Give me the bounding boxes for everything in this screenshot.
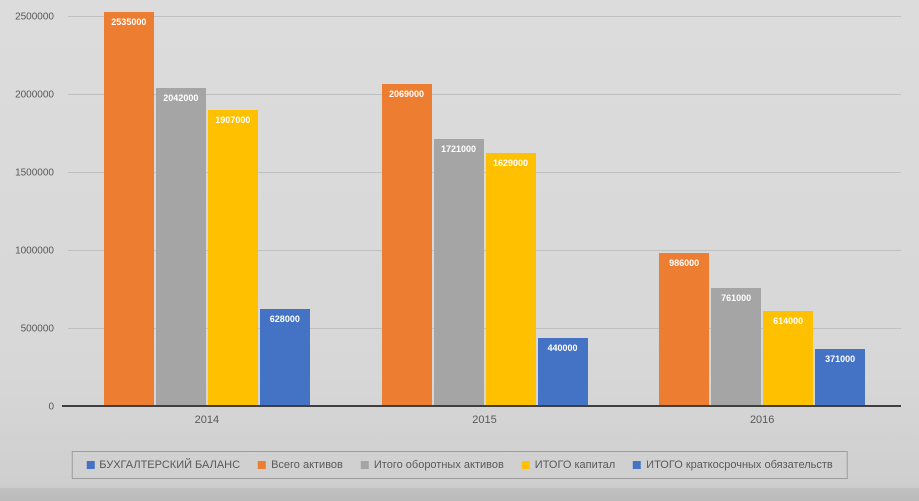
bar-value-label: 440000 bbox=[547, 343, 578, 354]
bar-group: 2069000 1721000 1629000 440000 bbox=[346, 12, 624, 407]
y-tick-label: 2500000 bbox=[15, 11, 54, 23]
legend-swatch-icon bbox=[633, 461, 642, 469]
legend-label: БУХГАЛТЕРСКИЙ БАЛАНС bbox=[99, 459, 241, 471]
legend-label: Итого оборотных активов bbox=[373, 459, 504, 471]
category-label: 2014 bbox=[194, 414, 220, 426]
legend-swatch-icon bbox=[360, 461, 369, 469]
gridline bbox=[68, 16, 901, 17]
category-labels: 2014 2015 2016 bbox=[68, 414, 901, 430]
x-axis-line bbox=[62, 405, 901, 407]
plot-area: 2535000 2042000 1907000 628000 2069000 172100… bbox=[62, 11, 901, 407]
bar: 440000 bbox=[537, 338, 588, 407]
bar-value-label: 761000 bbox=[721, 293, 752, 304]
legend-item: Итого оборотных активов bbox=[360, 459, 504, 471]
bar: 2069000 bbox=[381, 84, 432, 407]
legend: БУХГАЛТЕРСКИЙ БАЛАНС Всего активов Итого о… bbox=[71, 451, 848, 479]
bar-value-label: 2069000 bbox=[388, 89, 425, 100]
bar: 614000 bbox=[763, 311, 814, 407]
gridline bbox=[68, 250, 901, 251]
bar-group: 986000 761000 614000 371000 bbox=[623, 12, 901, 407]
bar: 1629000 bbox=[485, 152, 536, 407]
bar: 2535000 bbox=[103, 11, 154, 407]
legend-label: ИТОГО краткосрочных обязательств bbox=[646, 459, 833, 471]
bar-value-label: 2535000 bbox=[111, 16, 147, 27]
legend-swatch-icon bbox=[258, 461, 267, 469]
bar: 761000 bbox=[711, 288, 762, 407]
y-tick-label: 2000000 bbox=[15, 89, 54, 101]
category-label: 2015 bbox=[472, 414, 497, 426]
bar-value-label: 2042000 bbox=[163, 93, 199, 104]
gridline bbox=[68, 172, 901, 173]
y-tick-label: 1500000 bbox=[15, 167, 54, 179]
category-label: 2016 bbox=[749, 414, 775, 426]
bar-value-label: 1907000 bbox=[215, 114, 251, 125]
bar-group: 2535000 2042000 1907000 628000 bbox=[68, 11, 346, 407]
bar-value-label: 614000 bbox=[773, 316, 804, 327]
bar-value-label: 1721000 bbox=[440, 143, 477, 154]
bar: 371000 bbox=[815, 349, 866, 407]
y-axis-labels: 0 500000 1000000 1500000 2000000 2500000 bbox=[0, 11, 60, 413]
gridline bbox=[68, 94, 901, 95]
bar: 1907000 bbox=[207, 109, 258, 407]
bar: 628000 bbox=[259, 309, 310, 407]
bottom-strip bbox=[0, 488, 919, 501]
y-tick-label: 0 bbox=[48, 401, 54, 413]
bar-value-label: 628000 bbox=[269, 314, 300, 325]
y-tick-label: 500000 bbox=[20, 323, 54, 335]
bar-value-label: 986000 bbox=[669, 258, 700, 269]
bar-value-label: 1629000 bbox=[492, 157, 529, 168]
bar: 2042000 bbox=[155, 88, 206, 407]
legend-item: ИТОГО капитал bbox=[521, 459, 616, 471]
bar: 986000 bbox=[659, 253, 710, 407]
bar-groups: 2535000 2042000 1907000 628000 2069000 172100… bbox=[68, 11, 901, 407]
bar: 1721000 bbox=[433, 138, 484, 407]
legend-swatch-icon bbox=[521, 461, 530, 469]
legend-item: БУХГАЛТЕРСКИЙ БАЛАНС bbox=[86, 459, 240, 471]
gridline bbox=[68, 328, 901, 329]
bar-value-label: 371000 bbox=[825, 354, 856, 365]
y-tick-label: 1000000 bbox=[15, 245, 54, 257]
legend-label: Всего активов bbox=[271, 459, 343, 471]
legend-item: ИТОГО краткосрочных обязательств bbox=[633, 459, 833, 471]
legend-item: Всего активов bbox=[258, 459, 343, 471]
legend-swatch-icon bbox=[86, 461, 95, 469]
legend-label: ИТОГО капитал bbox=[534, 459, 616, 471]
